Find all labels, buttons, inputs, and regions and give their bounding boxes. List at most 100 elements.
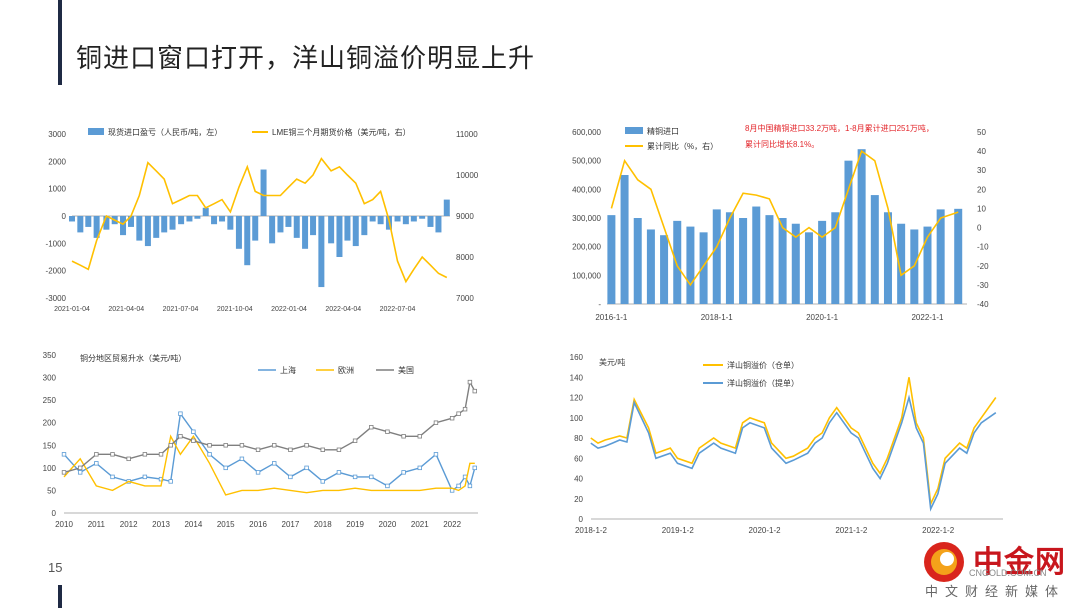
x-tick-label: 2022-1-1 (911, 313, 944, 322)
premium-point (207, 452, 212, 457)
import-bar (857, 149, 866, 304)
premium-point (288, 447, 293, 452)
profit-bar (136, 216, 143, 241)
y-right-tick-label: 11000 (456, 130, 478, 139)
profit-bar (443, 199, 450, 216)
legend-label: 洋山铜溢价（提单） (727, 378, 799, 388)
x-tick-label: 2021-01-04 (54, 306, 90, 313)
premium-point (77, 465, 83, 471)
y-left-tick-label: -2000 (46, 267, 67, 276)
y-right-tick-label: 10 (977, 204, 986, 213)
import-bar (660, 235, 669, 304)
lme-price-line (71, 157, 448, 284)
premium-point (369, 425, 374, 430)
profit-bar (277, 216, 284, 233)
y-right-tick-label: 9000 (456, 212, 474, 221)
x-tick-label: 2016 (249, 520, 267, 529)
premium-point (272, 461, 277, 466)
legend-label: 上海 (280, 365, 296, 375)
x-tick-label: 2014 (184, 520, 202, 529)
premium-line-3 (63, 380, 476, 474)
import-bar (804, 232, 813, 304)
slide-title: 铜进口窗口打开，洋山铜溢价明显上升 (76, 44, 536, 74)
import-bar (765, 215, 774, 304)
import-bar (778, 218, 787, 304)
premium-point (178, 411, 183, 416)
x-tick-label: 2021-10-04 (217, 306, 253, 313)
premium-point (191, 438, 196, 443)
premium-point (462, 406, 468, 412)
import-bar (646, 229, 655, 304)
y-left-tick-label: 600,000 (572, 128, 601, 137)
y-tick-label: 100 (570, 414, 584, 423)
legend-label: 美国 (398, 365, 414, 375)
y-tick-label: 0 (579, 515, 584, 524)
profit-bar (336, 216, 343, 257)
y-tick-label: 120 (570, 394, 584, 403)
premium-point (168, 479, 173, 484)
refined-copper-import-chart: 600,000 500,000 400,000 300,000 200,000 100,0… (572, 123, 989, 322)
y-tick-label: 300 (43, 374, 57, 383)
x-tick-label: 2022-1-2 (922, 526, 955, 535)
legend-label: 欧洲 (338, 365, 354, 375)
import-annotation-line: 8月中国精铜进口33.2万吨，1-8月累计进口251万吨， (745, 123, 934, 133)
y-right-tick-label: 7000 (456, 294, 474, 303)
x-tick-label: 2020 (379, 520, 397, 529)
import-bar (936, 209, 945, 304)
y-tick-label: 140 (570, 373, 584, 382)
premium-point (456, 483, 461, 489)
legend-swatch-import (625, 127, 643, 134)
yangshan-premium-chart: 160 140 120 100 80 60 40 20 0 2018-1-2 2019-1-2 202… (570, 353, 1003, 535)
import-bar (818, 220, 827, 304)
x-tick-label: 2018-1-2 (575, 526, 608, 535)
premium-point (77, 470, 83, 475)
brand-logo: 中金网 CNGOLD.COM.CN 中文财经新媒体 (905, 537, 1075, 607)
profit-bar (410, 216, 417, 222)
x-tick-label: 2013 (152, 520, 170, 529)
premium-point (352, 474, 358, 480)
y-tick-label: 160 (570, 353, 584, 362)
import-bar (725, 212, 734, 304)
import-bar (712, 209, 721, 304)
x-tick-label: 2021-1-2 (835, 526, 868, 535)
x-tick-label: 2016-1-1 (595, 313, 628, 322)
premium-point (239, 443, 245, 448)
y-tick-label: 250 (43, 396, 57, 405)
profit-bar (235, 216, 242, 249)
y-left-tick-label: 400,000 (572, 185, 601, 194)
x-tick-label: 2011 (88, 520, 106, 529)
premium-point (239, 456, 245, 462)
premium-point (336, 470, 342, 475)
profit-bar (227, 216, 234, 230)
yoy-line (610, 149, 959, 287)
premium-point (110, 474, 115, 480)
y-tick-label: 200 (43, 419, 57, 428)
profit-bar (361, 216, 368, 236)
x-tick-label: 2022 (443, 520, 461, 529)
profit-bar (269, 216, 276, 244)
x-tick-label: 2015 (217, 520, 235, 529)
profit-bar (302, 216, 309, 249)
y-tick-label: 80 (574, 434, 583, 443)
premium-point (336, 447, 342, 452)
page-number: 15 (48, 560, 63, 575)
premium-point (320, 479, 325, 484)
premium-point (467, 379, 473, 385)
import-bar (883, 212, 892, 304)
profit-bar (219, 216, 226, 222)
y-tick-label: 150 (43, 441, 57, 450)
y-left-tick-label: - (598, 300, 601, 309)
import-bar (699, 232, 708, 304)
premium-point (472, 388, 477, 394)
x-tick-label: 2021 (411, 520, 429, 529)
legend-label-import: 精铜进口 (647, 126, 679, 136)
premium-point (94, 452, 99, 457)
profit-bar (77, 216, 84, 233)
y-tick-label: 20 (574, 495, 583, 504)
x-tick-label: 2020-1-1 (806, 313, 839, 322)
premium-point (401, 434, 406, 439)
premium-point (207, 443, 212, 448)
premium-point (456, 411, 461, 416)
brand-logo-icon (924, 542, 964, 582)
premium-point (472, 465, 477, 471)
